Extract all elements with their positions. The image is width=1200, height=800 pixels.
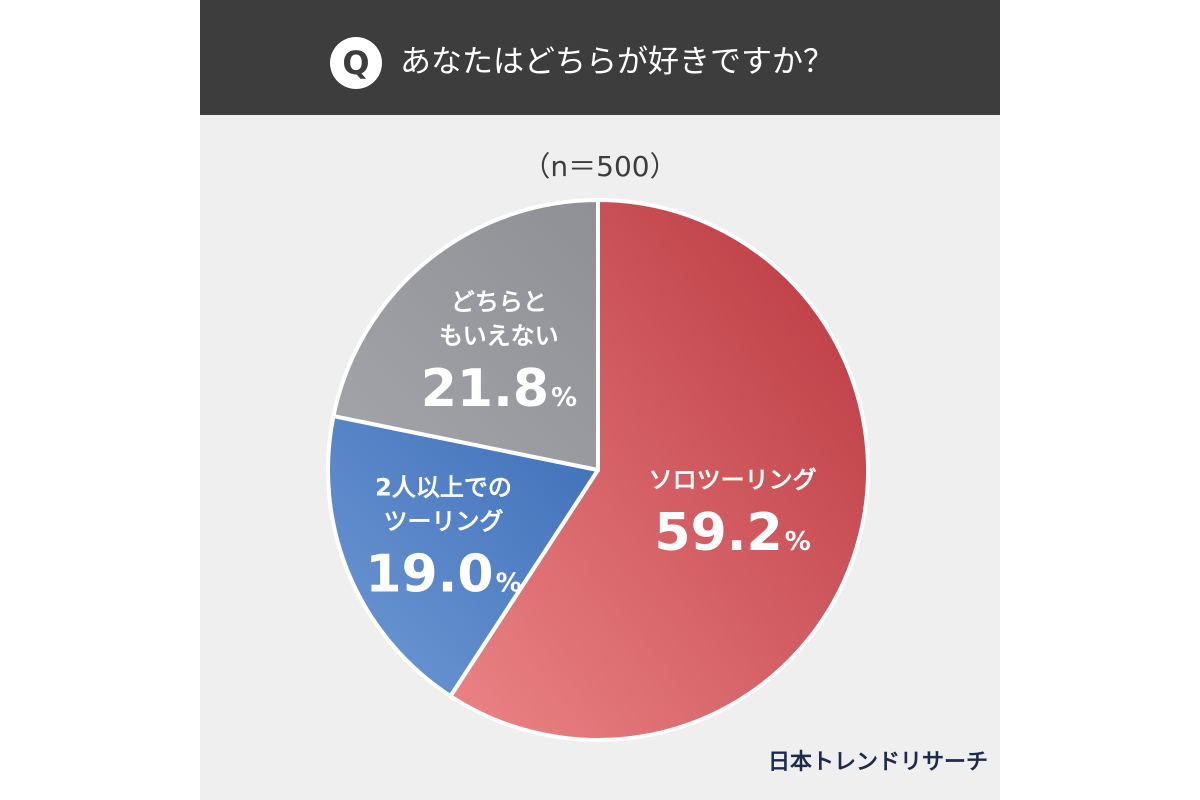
chart-card: Q あなたはどちらが好きですか？ （n＝500） ソロツーリング 59.2% 2人以… [200, 0, 1000, 800]
question-badge: Q [330, 37, 382, 89]
pie-slice-solo [448, 198, 870, 742]
question-text: あなたはどちらが好きですか？ [400, 44, 834, 80]
sample-size: （n＝500） [522, 150, 678, 183]
pie-slice-group [326, 414, 600, 699]
slice-label-solo: ソロツーリング [649, 466, 817, 494]
slice-label-group: 2人以上での [375, 474, 512, 502]
slice-label-group: ツーリング [384, 508, 504, 536]
brand-logo: 日本トレンドリサーチ [768, 750, 989, 775]
slice-value-group: 19.0% [365, 545, 521, 605]
slice-value-solo: 59.2% [654, 503, 810, 563]
slice-label-neither: どちらと [451, 288, 547, 316]
question-header: Q あなたはどちらが好きですか？ [200, 0, 1000, 115]
slice-label-neither: もいえない [439, 322, 559, 350]
pie-slice-neither [331, 198, 600, 472]
slice-value-neither: 21.8% [421, 359, 577, 419]
